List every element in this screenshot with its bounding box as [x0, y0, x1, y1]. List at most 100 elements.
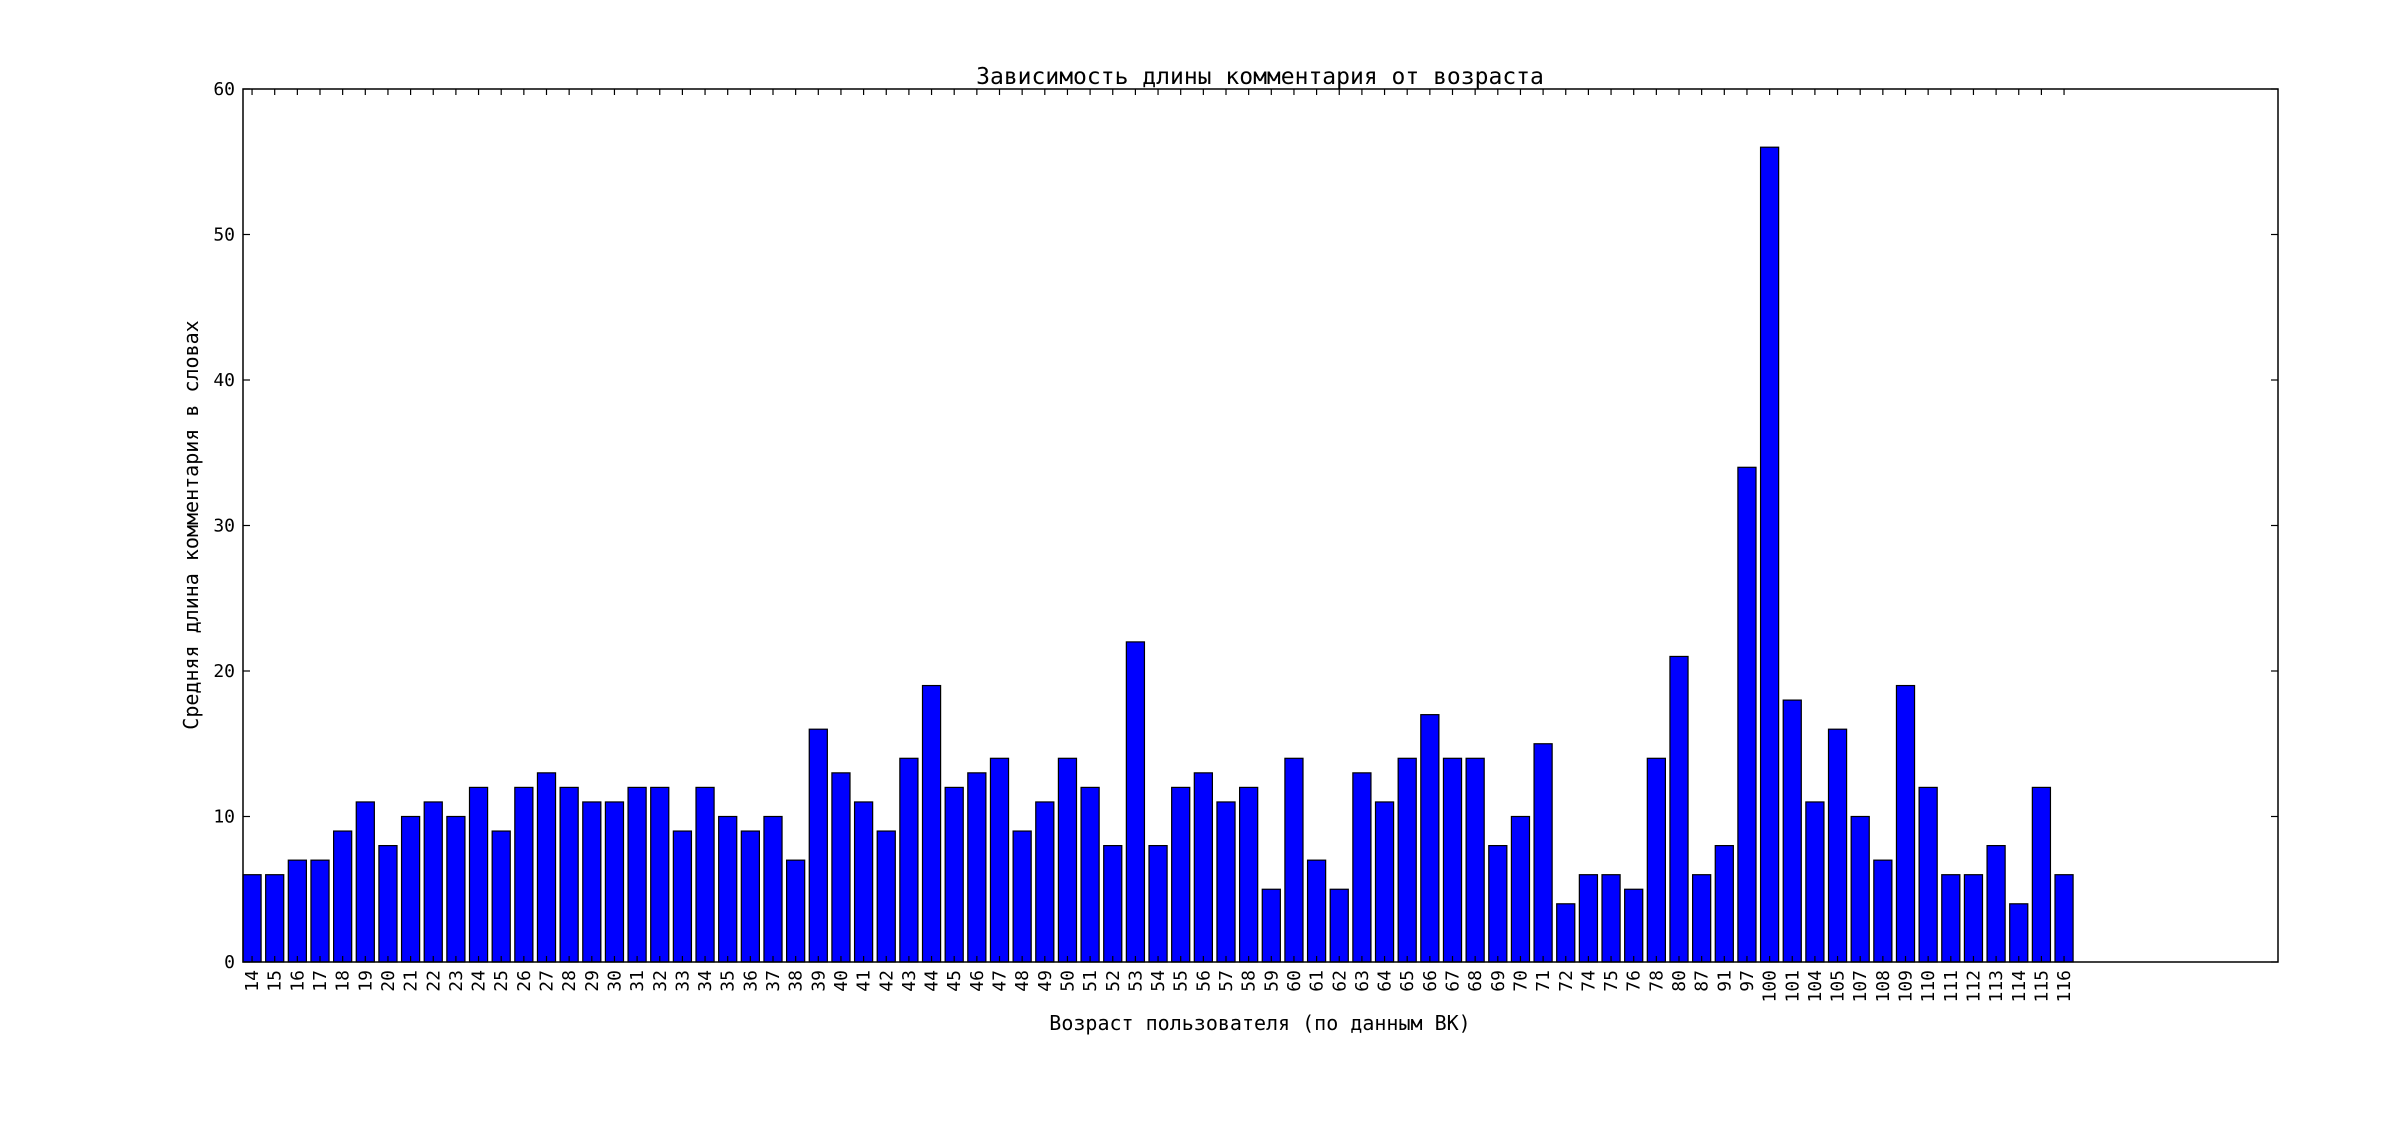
x-tick-label: 113 — [1986, 970, 2007, 1003]
x-tick-label: 35 — [718, 970, 739, 992]
bar-87 — [1691, 874, 1712, 963]
bar-18 — [333, 830, 353, 963]
x-tick-label: 91 — [1714, 970, 1735, 992]
x-tick-label: 68 — [1465, 970, 1486, 992]
x-tick-label: 48 — [1012, 970, 1033, 992]
x-tick-label: 114 — [2009, 970, 2030, 1003]
x-tick-label: 104 — [1805, 970, 1826, 1003]
x-tick-label: 49 — [1035, 970, 1056, 992]
x-tick-label: 23 — [446, 970, 467, 992]
chart-title: Зависимость длины комментария от возраст… — [976, 64, 1544, 90]
bar-42 — [876, 830, 896, 963]
x-tick-label: 109 — [1896, 970, 1917, 1003]
y-tick-label: 0 — [224, 952, 235, 973]
x-tick-label: 115 — [2031, 970, 2052, 1003]
bar-64 — [1374, 801, 1395, 963]
x-tick-label: 18 — [333, 970, 354, 992]
bar-104 — [1805, 801, 1825, 963]
bar-47 — [989, 757, 1010, 963]
bar-20 — [378, 844, 398, 963]
x-tick-label: 26 — [514, 970, 535, 992]
bar-22 — [423, 801, 443, 963]
x-tick-label: 67 — [1443, 970, 1464, 992]
x-tick-label: 70 — [1510, 970, 1531, 992]
bar-53 — [1125, 641, 1146, 963]
x-tick-label: 76 — [1624, 970, 1645, 992]
bar-112 — [1963, 874, 1984, 963]
y-tick-label: 60 — [213, 79, 235, 100]
bar-110 — [1918, 786, 1938, 963]
x-tick-label: 22 — [423, 970, 444, 992]
bar-19 — [355, 801, 375, 963]
x-tick-label: 36 — [740, 970, 761, 992]
bar-56 — [1193, 772, 1214, 963]
bar-109 — [1895, 684, 1916, 963]
bar-51 — [1080, 786, 1100, 963]
bar-113 — [1986, 844, 2006, 963]
x-tick-label: 110 — [1918, 970, 1939, 1003]
x-tick-label: 58 — [1239, 970, 1260, 992]
bar-37 — [763, 815, 783, 963]
bar-26 — [514, 786, 534, 963]
x-tick-label: 17 — [310, 970, 331, 992]
bars-group — [242, 146, 2074, 963]
x-tick-label: 112 — [1963, 970, 1984, 1003]
x-tick-label: 15 — [265, 970, 286, 992]
y-tick-label: 50 — [213, 225, 235, 246]
plot-frame — [242, 88, 2279, 963]
bar-46 — [967, 772, 987, 963]
bar-33 — [672, 830, 693, 963]
bar-59 — [1261, 888, 1281, 963]
y-tick-label: 40 — [213, 370, 235, 391]
x-tick-label: 75 — [1601, 970, 1622, 992]
x-tick-label: 61 — [1307, 970, 1328, 992]
x-tick-label: 42 — [876, 970, 897, 992]
bar-35 — [718, 815, 738, 963]
x-tick-label: 29 — [582, 970, 603, 992]
y-tick-label: 20 — [213, 661, 235, 682]
x-tick-label: 55 — [1171, 970, 1192, 992]
bar-32 — [650, 786, 670, 963]
bar-48 — [1012, 830, 1032, 963]
bar-50 — [1057, 757, 1078, 963]
x-tick-label: 14 — [242, 970, 263, 992]
x-tick-label: 27 — [537, 970, 558, 992]
x-tick-label: 80 — [1669, 970, 1690, 992]
bar-57 — [1216, 801, 1236, 963]
bar-74 — [1578, 874, 1599, 963]
x-tick-label: 46 — [967, 970, 988, 992]
bar-70 — [1510, 815, 1531, 963]
bar-40 — [831, 772, 851, 963]
x-tick-label: 66 — [1420, 970, 1441, 992]
x-tick-label: 50 — [1057, 970, 1078, 992]
x-tick-label: 54 — [1148, 970, 1169, 992]
x-tick-label: 40 — [831, 970, 852, 992]
x-tick-label: 64 — [1375, 970, 1396, 992]
bar-114 — [2009, 903, 2029, 963]
bar-66 — [1420, 714, 1440, 963]
bar-30 — [604, 801, 625, 963]
bar-60 — [1284, 757, 1304, 963]
x-tick-label: 39 — [808, 970, 829, 992]
x-tick-label: 87 — [1692, 970, 1713, 992]
bar-52 — [1103, 844, 1123, 963]
bar-80 — [1669, 655, 1689, 963]
bar-24 — [468, 786, 489, 963]
x-tick-label: 74 — [1578, 970, 1599, 992]
bar-69 — [1488, 844, 1508, 963]
bar-107 — [1850, 815, 1870, 963]
bar-65 — [1397, 757, 1417, 963]
bar-67 — [1442, 757, 1463, 963]
x-tick-label: 24 — [469, 970, 490, 992]
bar-71 — [1533, 743, 1553, 963]
bar-25 — [491, 830, 511, 963]
bar-45 — [944, 786, 964, 963]
bar-27 — [536, 772, 557, 963]
tick-labels-group: 14 15 16 17 18 19 20 21 22 23 24 25 26 27 28 29 30 31 32 33… — [213, 79, 2075, 1003]
bar-108 — [1873, 859, 1893, 963]
x-tick-label: 51 — [1080, 970, 1101, 992]
bar-29 — [582, 801, 602, 963]
x-tick-label: 31 — [627, 970, 648, 992]
x-tick-label: 101 — [1782, 970, 1803, 1003]
x-tick-label: 56 — [1193, 970, 1214, 992]
